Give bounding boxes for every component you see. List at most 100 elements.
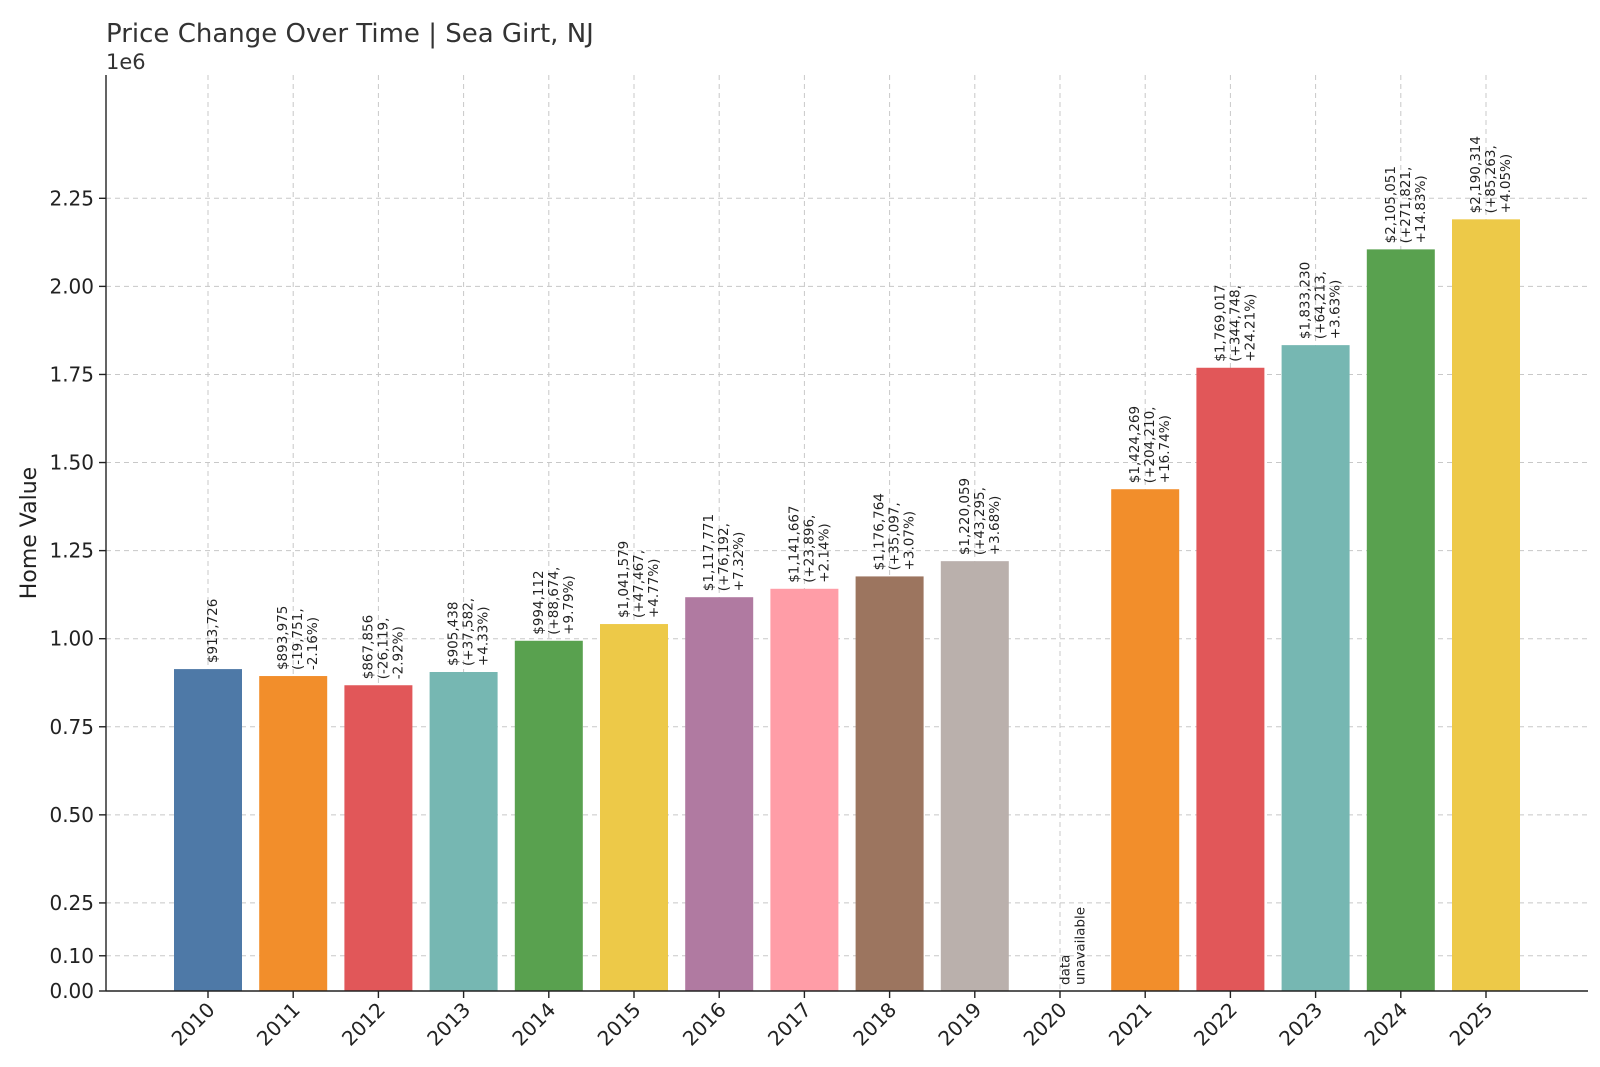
bar-label-line: +4.77%) bbox=[646, 559, 662, 618]
x-tick-label: 2013 bbox=[422, 998, 475, 1051]
y-tick-label: 2.25 bbox=[49, 186, 94, 210]
bar-2019 bbox=[940, 561, 1009, 991]
bar-label-line: unavailable bbox=[1073, 907, 1089, 985]
bars-layer bbox=[174, 219, 1520, 992]
x-tick-label: 2020 bbox=[1019, 998, 1072, 1051]
bar-label-2010: $913,726 bbox=[205, 599, 221, 663]
x-tick-label: 2012 bbox=[337, 998, 390, 1051]
x-tick-label: 2022 bbox=[1189, 998, 1242, 1051]
y-tick-label: 1.50 bbox=[49, 451, 94, 475]
bar-label-line: $1,176,764 bbox=[872, 493, 888, 570]
y-tick-label: 1.75 bbox=[49, 362, 94, 386]
bar-2017 bbox=[770, 588, 839, 991]
y-axis-offset-label: 1e6 bbox=[106, 50, 146, 74]
bar-label-2015: $1,041,579 (+47,467, +4.77%) bbox=[616, 541, 662, 618]
x-tick-label: 2010 bbox=[167, 998, 220, 1051]
bar-label-2011: $893,975 (-19,751, -2.16%) bbox=[275, 606, 321, 670]
bar-2015 bbox=[600, 624, 668, 991]
bar-label-2014: $994,112 (+88,674, +9.79%) bbox=[531, 567, 577, 635]
bar-label-line: (+76,192, bbox=[716, 523, 732, 591]
bar-label-line: $1,141,667 bbox=[786, 505, 802, 582]
bar-label-line: (+35,097, bbox=[887, 502, 903, 570]
bar-label-line: (+37,582, bbox=[461, 598, 477, 666]
bar-label-line: +3.68%) bbox=[987, 496, 1003, 555]
bar-label-2012: $867,856 (-26,119, -2.92%) bbox=[360, 615, 406, 679]
y-tick-label: 0.00 bbox=[49, 979, 94, 1003]
bar-label-2013: $905,438 (+37,582, +4.33%) bbox=[446, 598, 492, 666]
bar-label-line: $905,438 bbox=[446, 602, 462, 666]
bar-label-line: -2.16%) bbox=[305, 617, 321, 670]
bar-2018 bbox=[855, 576, 924, 991]
bar-label-2021: $1,424,269 (+204,210, +16.74%) bbox=[1127, 406, 1173, 483]
grid-layer bbox=[106, 75, 1588, 992]
y-tick-label: 1.25 bbox=[49, 539, 94, 563]
bar-2023 bbox=[1281, 345, 1350, 991]
x-tick-label: 2011 bbox=[252, 998, 305, 1051]
bar-label-2024: $2,105,051 (+271,821, +14.83%) bbox=[1383, 166, 1429, 243]
bar-label-line: $2,105,051 bbox=[1383, 166, 1399, 243]
bar-label-2019: $1,220,059 (+43,295, +3.68%) bbox=[957, 478, 1003, 555]
bar-label-line: (+47,467, bbox=[631, 550, 647, 618]
bar-2014 bbox=[514, 640, 583, 991]
bar-label-line: (-19,751, bbox=[290, 608, 306, 670]
bar-label-line: $1,769,017 bbox=[1212, 284, 1228, 361]
bar-label-line: +2.14%) bbox=[816, 523, 832, 582]
bar-label-line: -2.92%) bbox=[390, 626, 406, 679]
bar-label-line: $994,112 bbox=[531, 570, 547, 634]
bar-label-line: (+271,821, bbox=[1398, 167, 1414, 244]
bar-label-line: (+23,896, bbox=[801, 515, 817, 583]
x-tick-label: 2015 bbox=[593, 998, 646, 1051]
x-tick-label: 2018 bbox=[848, 998, 901, 1051]
bar-label-line: $1,424,269 bbox=[1127, 406, 1143, 483]
y-tick-label: 0.10 bbox=[49, 944, 94, 968]
bar-2013 bbox=[429, 672, 498, 991]
bar-label-line: +24.21%) bbox=[1242, 294, 1258, 362]
bar-label-2016: $1,117,771 (+76,192, +7.32%) bbox=[701, 514, 747, 591]
x-tick-label: 2016 bbox=[678, 998, 731, 1051]
bar-label-2023: $1,833,230 (+64,213, +3.63%) bbox=[1298, 262, 1344, 339]
bar-label-line: +9.79%) bbox=[561, 575, 577, 634]
bar-label-line: (+43,295, bbox=[972, 487, 988, 555]
y-tick-label: 0.75 bbox=[49, 715, 94, 739]
y-tick-label: 2.00 bbox=[49, 274, 94, 298]
bar-label-2017: $1,141,667 (+23,896, +2.14%) bbox=[786, 505, 832, 582]
bar-label-line: +3.07%) bbox=[902, 511, 918, 570]
bar-label-line: $1,220,059 bbox=[957, 478, 973, 555]
bar-label-line: (+344,748, bbox=[1227, 285, 1243, 362]
bar-label-line: +4.05%) bbox=[1498, 154, 1514, 213]
bar-label-2025: $2,190,314 (+85,263, +4.05%) bbox=[1468, 136, 1514, 213]
bar-2024 bbox=[1366, 249, 1435, 992]
bar-label-line: +14.83%) bbox=[1413, 175, 1429, 243]
bar-2011 bbox=[259, 676, 328, 991]
bar-label-line: (+204,210, bbox=[1142, 407, 1158, 484]
bar-label-2020: data unavailable bbox=[1058, 907, 1089, 985]
bar-label-line: $2,190,314 bbox=[1468, 136, 1484, 213]
y-tick-label: 0.25 bbox=[49, 891, 94, 915]
bar-label-line: $867,856 bbox=[360, 615, 376, 679]
x-tick-label: 2023 bbox=[1274, 998, 1327, 1051]
bar-label-line: +7.32%) bbox=[731, 532, 747, 591]
bar-label-line: (-26,119, bbox=[375, 618, 391, 680]
bar-2010 bbox=[174, 669, 242, 991]
y-tick-label: 1.00 bbox=[49, 627, 94, 651]
bar-label-line: +4.33%) bbox=[476, 607, 492, 666]
bar-label-line: (+85,263, bbox=[1483, 145, 1499, 213]
bar-label-line: $893,975 bbox=[275, 606, 291, 670]
bar-label-line: $1,117,771 bbox=[701, 514, 717, 591]
y-axis-label: Home Value bbox=[17, 467, 42, 599]
bar-label-line: $1,041,579 bbox=[616, 541, 632, 618]
bar-label-2022: $1,769,017 (+344,748, +24.21%) bbox=[1212, 284, 1258, 361]
x-tick-label: 2017 bbox=[763, 998, 816, 1051]
bar-labels-layer: $913,726 $893,975 (-19,751, -2.16%) $867,856… bbox=[205, 136, 1514, 985]
bar-label-line: $1,833,230 bbox=[1298, 262, 1314, 339]
bar-label-line: (+64,213, bbox=[1313, 271, 1329, 339]
bar-label-line: (+88,674, bbox=[546, 567, 562, 635]
bar-2022 bbox=[1196, 367, 1265, 991]
y-tick-label: 0.50 bbox=[49, 803, 94, 827]
x-tick-label: 2019 bbox=[933, 998, 986, 1051]
bar-label-line: data bbox=[1058, 955, 1074, 985]
x-tick-label: 2024 bbox=[1359, 998, 1412, 1051]
bar-2012 bbox=[344, 685, 413, 991]
bar-2021 bbox=[1111, 489, 1180, 991]
bar-2025 bbox=[1452, 219, 1520, 992]
